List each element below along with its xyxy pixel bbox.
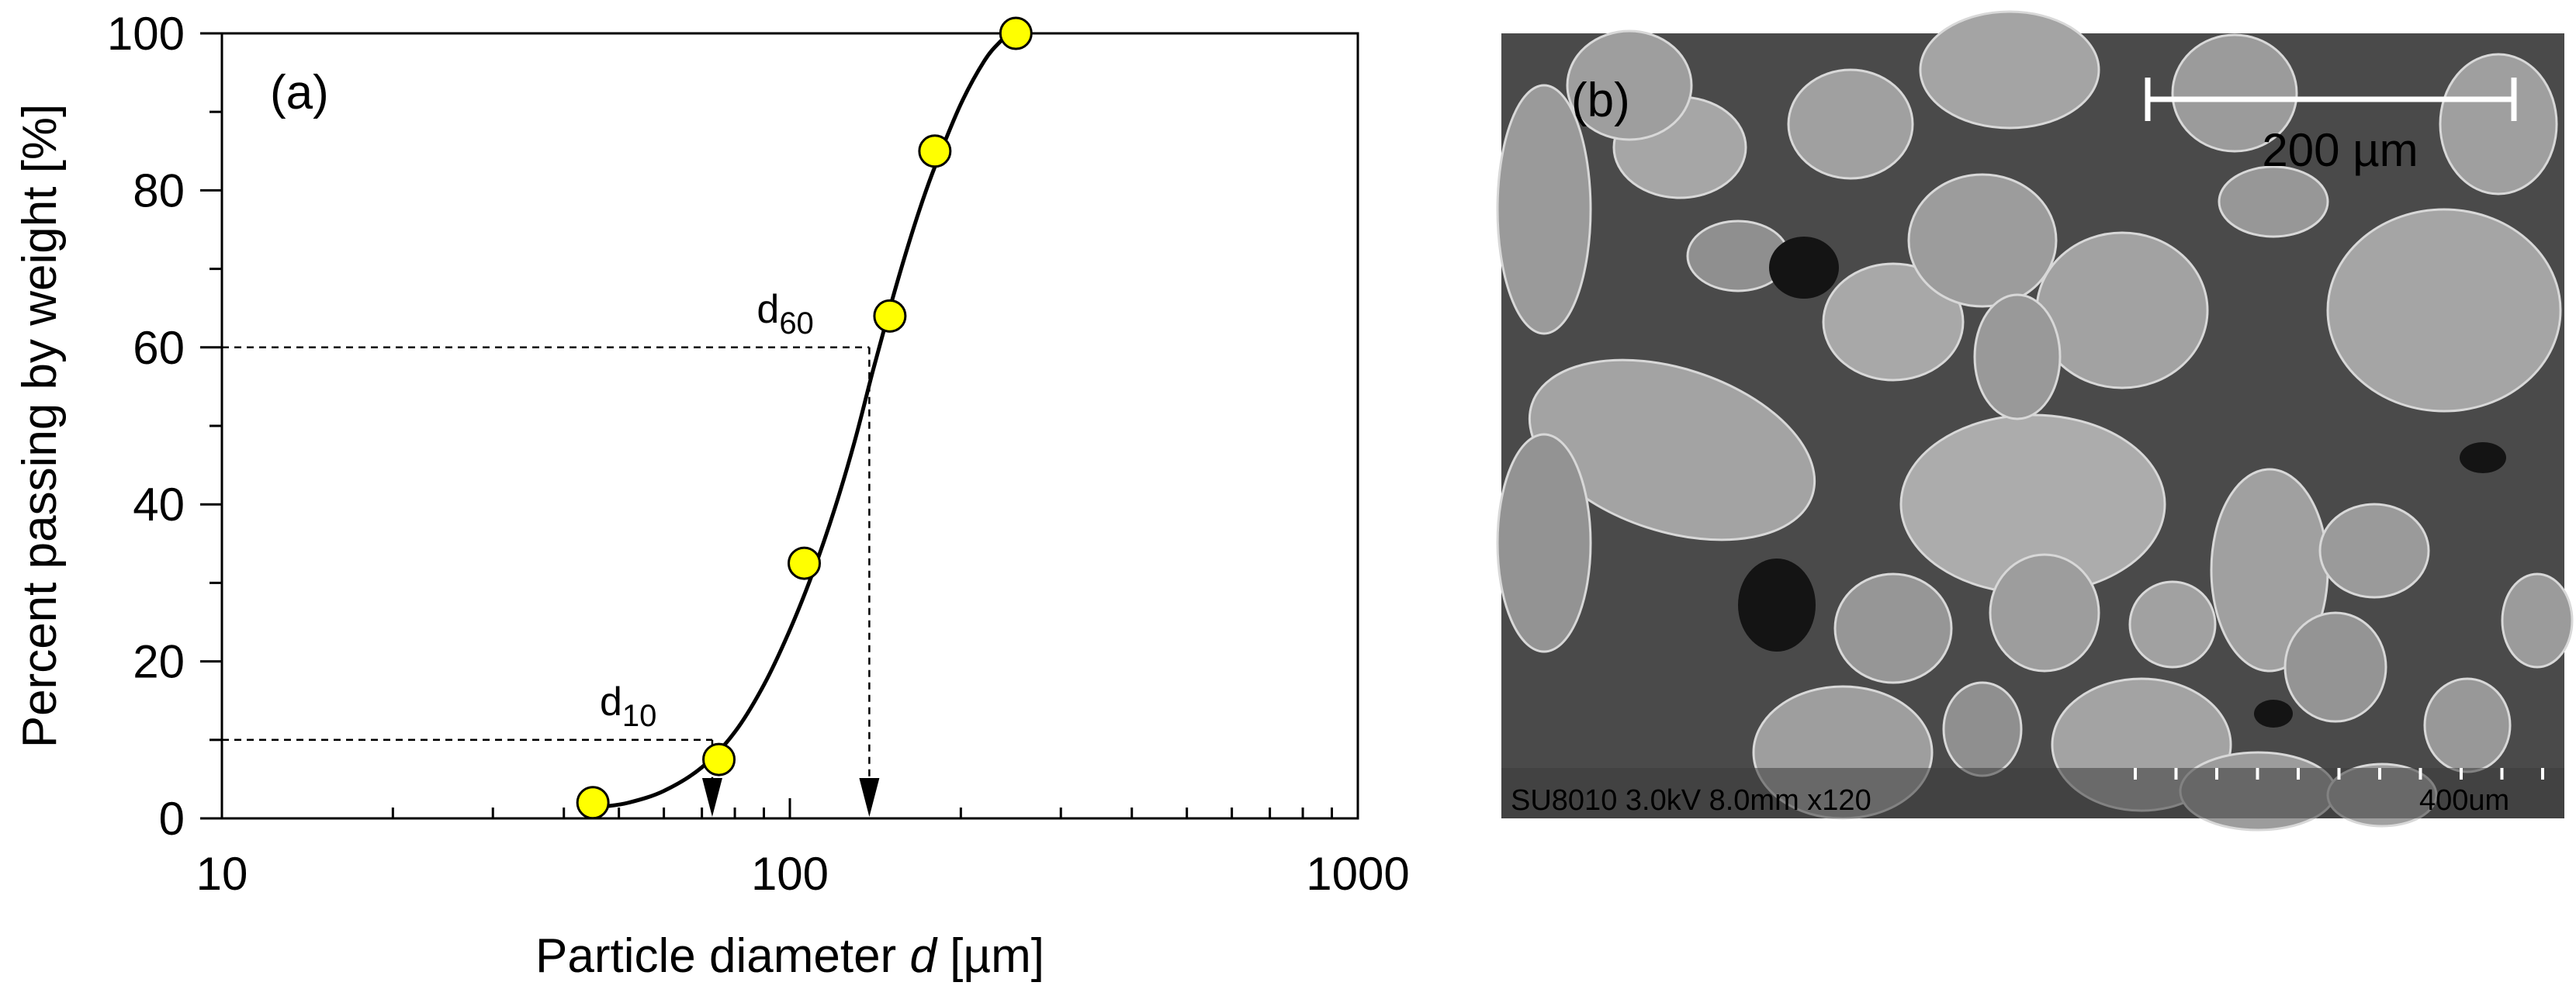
y-tick-label: 0	[159, 793, 185, 845]
guide-arrowhead	[701, 778, 722, 817]
d-annotations: d10 d60	[600, 287, 814, 733]
particle	[2439, 53, 2558, 195]
particle	[2171, 33, 2298, 153]
panel-label-a: (a)	[270, 66, 329, 119]
particle	[1919, 10, 2100, 130]
d-annotation-label: d60	[757, 287, 813, 341]
plot-frame	[220, 32, 1359, 820]
x-axis-title-unit: [µm]	[937, 929, 1044, 983]
data-point	[576, 786, 610, 820]
y-axis-tick-labels: 0 20 40 60 80 100	[107, 8, 185, 845]
x-axis-title-var: d	[909, 929, 938, 983]
sem-micrograph: (b) 200 µm SU8010 3.0kV 8.0mm x120 400um	[1496, 10, 2574, 832]
d-annotation-subscript: 10	[622, 699, 657, 733]
info-strip	[1501, 768, 2564, 818]
particle	[1907, 173, 2058, 308]
hole	[2254, 700, 2293, 728]
dark-holes	[1738, 237, 2506, 728]
x-tick-label: 1000	[1306, 848, 1409, 900]
y-axis-title: Percent passing by weight [%]	[13, 104, 67, 749]
y-tick-label: 80	[133, 164, 185, 216]
data-point	[788, 546, 822, 580]
hole	[2460, 442, 2506, 473]
data-point	[999, 16, 1033, 50]
guide-arrowhead	[859, 778, 880, 817]
data-point	[702, 742, 736, 776]
scale-bar	[2145, 78, 2517, 121]
particle	[1528, 358, 1816, 541]
data-points	[576, 16, 1033, 820]
particle	[1822, 262, 1965, 382]
d-annotation-subscript: 60	[779, 306, 814, 341]
ruler-ticks	[2134, 768, 2544, 780]
particle	[2326, 208, 2562, 413]
particle	[2501, 572, 2574, 669]
ruler-label: 400um	[2419, 784, 2509, 817]
data-point	[873, 299, 907, 333]
particle	[1566, 29, 1693, 141]
particle	[1973, 293, 2062, 420]
particle	[1787, 68, 1914, 180]
particle	[1496, 433, 1592, 653]
particle	[1833, 572, 1953, 684]
panel-label-b: (b)	[1571, 74, 1630, 127]
y-tick-label: 100	[107, 8, 185, 60]
particle	[1942, 681, 2023, 777]
particle	[2128, 580, 2217, 669]
sem-info-text: SU8010 3.0kV 8.0mm x120	[1511, 784, 1871, 817]
particle	[2283, 611, 2387, 723]
data-point	[918, 134, 952, 168]
x-tick-label: 10	[196, 848, 248, 900]
x-axis-tick-labels: 10 100 1000	[196, 848, 1410, 900]
particle	[1496, 84, 1592, 335]
x-axis-ticks	[220, 798, 1334, 818]
d-annotation-label: d10	[600, 680, 656, 733]
hole	[1769, 237, 1839, 299]
x-axis-title: Particle diameter d [µm]	[535, 929, 1044, 983]
scale-bar-label: 200 µm	[2262, 124, 2418, 176]
d-value-guides	[222, 346, 880, 817]
particle	[2035, 231, 2209, 389]
hole	[1738, 559, 1816, 652]
fitted-grading-curve	[603, 30, 1016, 809]
y-tick-label: 20	[133, 636, 185, 688]
particle	[1989, 553, 2100, 673]
y-tick-label: 60	[133, 322, 185, 374]
particle	[2423, 677, 2512, 773]
x-tick-label: 100	[751, 848, 829, 900]
x-axis-title-main: Particle diameter	[535, 929, 909, 983]
y-axis-ticks	[200, 32, 222, 820]
particle	[2318, 503, 2430, 599]
y-tick-label: 40	[133, 479, 185, 531]
particle	[2218, 165, 2329, 238]
